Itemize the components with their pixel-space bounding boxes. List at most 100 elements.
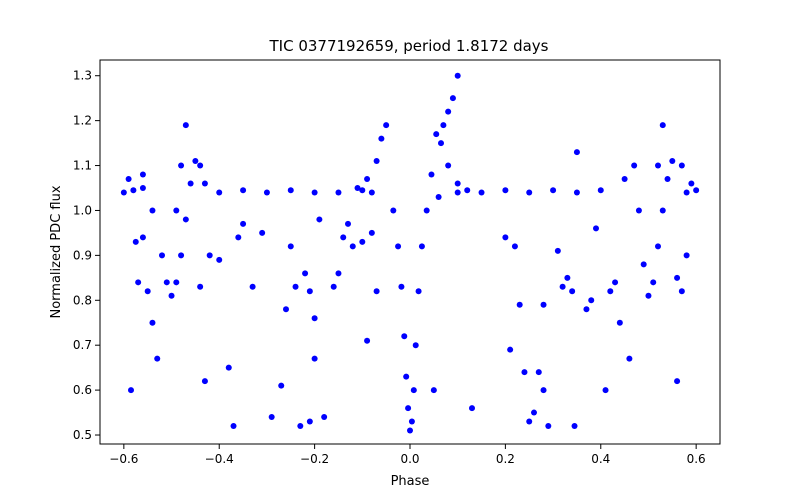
data-point [531,409,537,416]
data-point [182,216,189,223]
data-point [445,162,452,169]
x-axis: −0.6 −0.4 −0.2 0.0 0.2 0.4 0.6 [109,444,706,466]
data-point [418,243,425,250]
data-point [132,238,139,245]
data-point [588,297,595,304]
data-point [302,270,309,277]
data-point [373,288,380,295]
data-point [330,283,337,290]
data-point [616,319,623,326]
data-point [405,405,412,412]
data-point [408,418,415,425]
data-point [423,207,430,214]
data-point [683,189,690,196]
y-tick-label: 1.0 [73,203,92,217]
data-point [602,387,609,394]
data-point [526,418,533,425]
data-point [674,378,681,385]
data-point [454,72,461,79]
data-point [612,279,619,286]
data-point [428,171,435,178]
data-point [597,187,604,194]
data-point [306,418,313,425]
data-point [395,243,402,250]
data-point [311,355,318,362]
data-point [678,288,685,295]
data-point [297,423,304,430]
data-point [154,355,161,362]
data-point [401,333,408,340]
data-point [311,189,318,196]
data-point [139,234,146,241]
data-point [559,283,566,290]
data-point [631,162,638,169]
data-point [278,382,285,389]
data-point [403,373,410,380]
data-point [583,306,590,313]
data-point [521,369,528,376]
y-tick-label: 0.8 [73,293,92,307]
data-point [635,207,642,214]
data-point [364,176,371,183]
data-point [283,306,289,313]
data-point [263,189,270,196]
y-tick-label: 0.7 [73,338,92,352]
data-point [688,180,695,187]
data-point [573,189,580,196]
data-point [433,131,440,138]
data-point [659,207,666,214]
data-point [349,243,356,250]
data-point [640,261,647,268]
data-point [540,301,547,308]
data-point [454,189,461,196]
y-tick-label: 0.9 [73,248,92,262]
y-tick-label: 1.1 [73,159,92,173]
data-point [192,158,199,165]
data-point [316,216,323,223]
data-point [390,207,397,214]
data-point [206,252,213,259]
data-point [607,288,614,295]
data-point [430,387,437,394]
data-point [163,279,170,286]
data-point [321,414,328,421]
data-point [545,423,552,430]
data-point [287,187,294,194]
data-point [359,238,366,245]
data-point [168,292,175,299]
data-point [335,189,342,196]
y-tick-label: 1.3 [73,69,92,83]
data-point [674,274,681,281]
data-point [354,185,361,191]
data-point [240,220,247,227]
data-point [230,423,237,430]
data-point [149,319,156,326]
data-point [526,189,533,196]
data-point [335,270,342,277]
data-point [235,234,242,241]
data-point [225,364,232,371]
data-point [659,122,666,129]
data-point [438,140,444,147]
x-tick-label: 0.0 [400,452,419,466]
y-tick-label: 1.2 [73,114,92,128]
x-tick-label: 0.2 [496,452,515,466]
data-point [626,355,633,362]
data-point [249,283,256,290]
data-point [201,378,208,385]
data-point [445,108,452,115]
data-point [464,187,471,194]
data-point [364,337,371,344]
data-point [125,176,132,183]
y-axis-label: Normalized PDC flux [49,185,64,318]
data-point [149,207,156,214]
data-point [693,187,700,194]
data-point [469,405,475,412]
data-point [240,187,247,194]
x-tick-label: −0.6 [109,452,138,466]
data-point [340,234,347,241]
data-point [182,122,189,129]
data-point [655,162,661,169]
data-point [368,229,375,236]
